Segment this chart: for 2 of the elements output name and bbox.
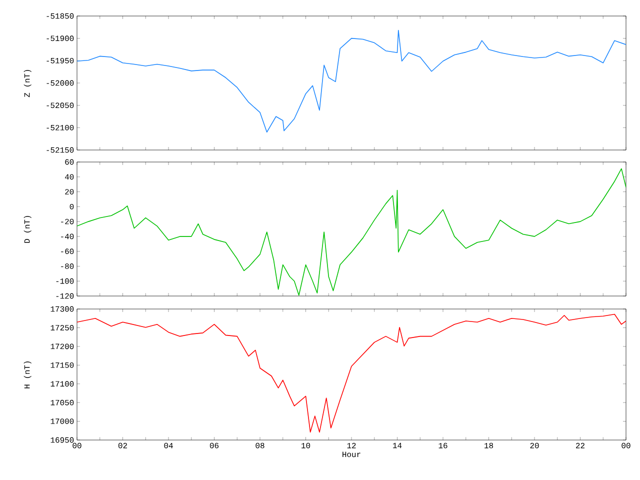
line-series xyxy=(77,168,626,296)
line-series xyxy=(77,30,626,133)
